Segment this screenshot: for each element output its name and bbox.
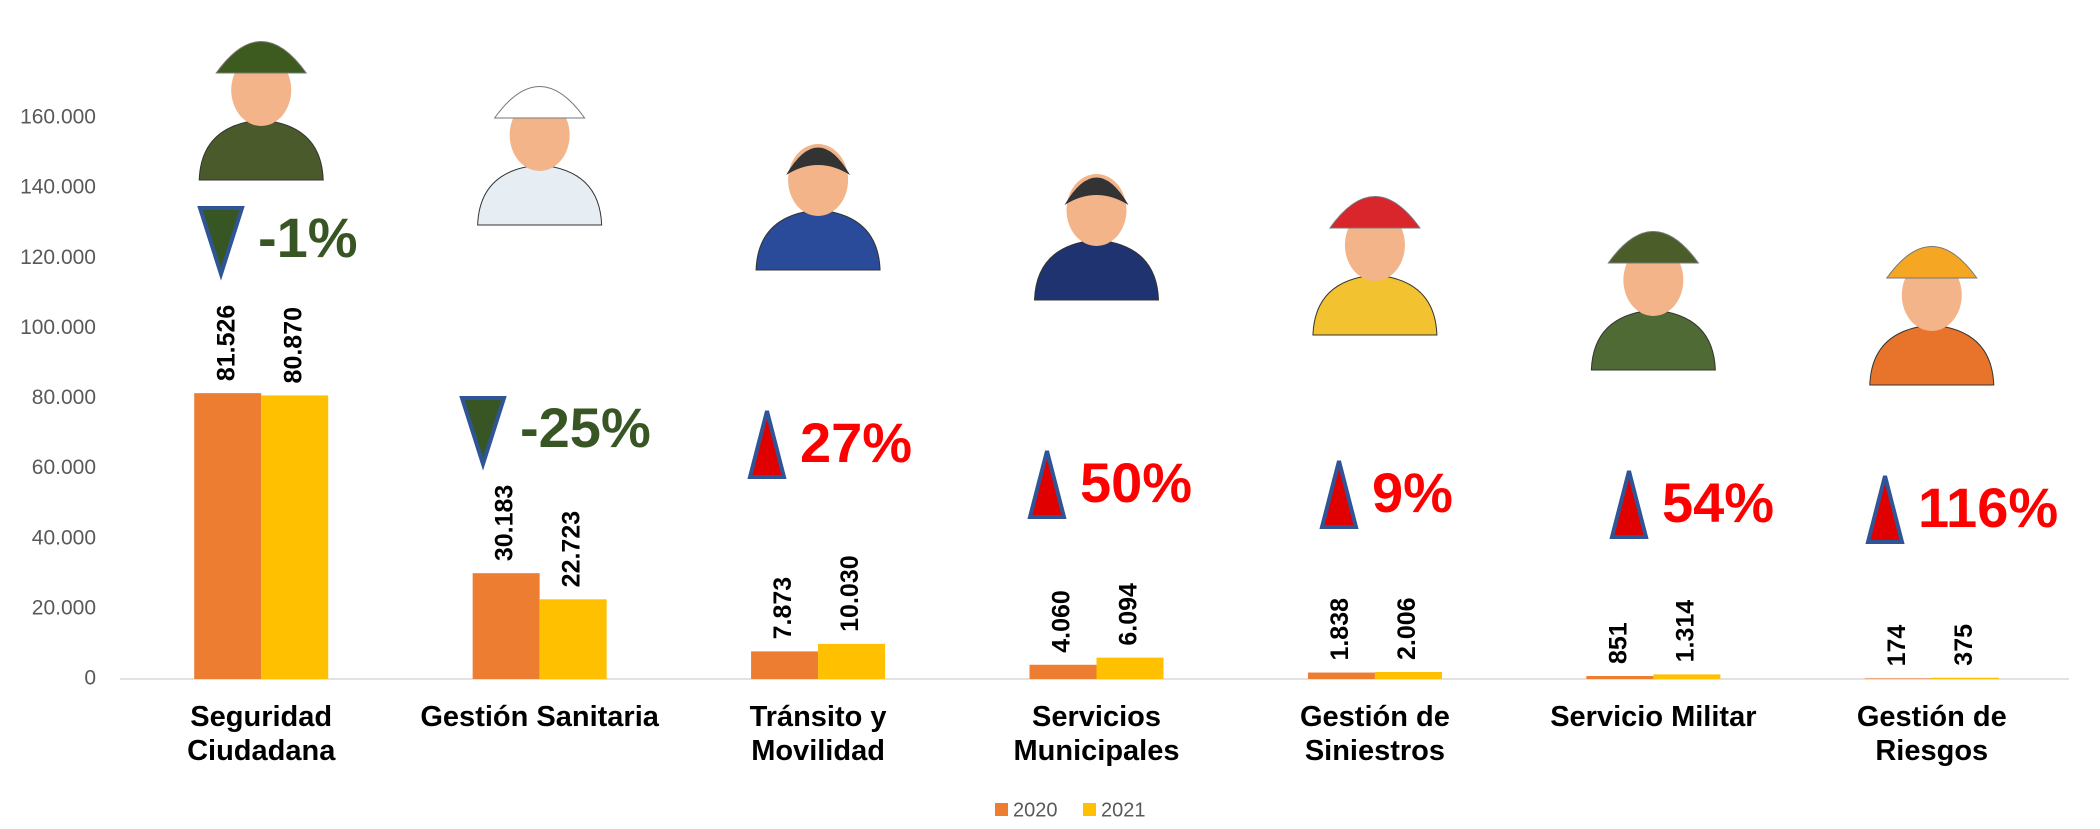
person-icon xyxy=(1313,197,1437,336)
value-label: 80.870 xyxy=(279,307,307,383)
percent-change: -1% xyxy=(258,206,358,269)
person-icon xyxy=(1870,247,1994,386)
icon-hat xyxy=(495,87,585,119)
person-icon xyxy=(199,42,323,181)
person-icon xyxy=(756,144,880,270)
value-label: 4.060 xyxy=(1048,590,1076,653)
percent-change: 116% xyxy=(1918,476,2058,539)
person-icon xyxy=(1591,232,1715,371)
bar xyxy=(1865,678,1932,679)
y-tick-label: 160.000 xyxy=(20,106,96,129)
icon-body xyxy=(478,165,602,225)
percent-change: 9% xyxy=(1372,461,1453,524)
value-label: 81.526 xyxy=(212,305,240,381)
trend-arrow xyxy=(1868,476,1902,542)
value-label: 30.183 xyxy=(491,485,519,561)
bar xyxy=(1030,665,1097,679)
x-tick-label: Servicio Militar xyxy=(1518,700,1788,734)
bar xyxy=(1097,658,1164,679)
icon-hat xyxy=(216,42,306,74)
value-label: 1.838 xyxy=(1326,598,1354,661)
percent-change: -25% xyxy=(520,396,651,459)
percent-change: 27% xyxy=(800,411,912,474)
bar xyxy=(473,573,540,679)
x-tick-label: Tránsito y Movilidad xyxy=(683,700,953,768)
x-tick-label: Gestión de Siniestros xyxy=(1240,700,1510,768)
bar xyxy=(1375,672,1442,679)
icon-body xyxy=(1591,310,1715,370)
value-label: 174 xyxy=(1883,625,1911,667)
x-tick-label: Gestión de Riesgos xyxy=(1797,700,2067,768)
value-label: 22.723 xyxy=(558,511,586,587)
value-label: 2.006 xyxy=(1393,597,1421,660)
x-tick-label: Servicios Municipales xyxy=(962,700,1232,768)
trend-arrow xyxy=(462,398,504,464)
person-icon xyxy=(1035,174,1159,300)
icon-body xyxy=(1313,275,1437,335)
y-tick-label: 40.000 xyxy=(32,526,96,549)
value-label: 6.094 xyxy=(1115,583,1143,646)
value-label: 1.314 xyxy=(1671,600,1699,663)
bar xyxy=(261,395,328,679)
icon-hat xyxy=(1887,247,1977,279)
icon-body xyxy=(1035,240,1159,300)
bar xyxy=(751,651,818,679)
trend-arrow xyxy=(1322,461,1356,527)
icon-body xyxy=(756,210,880,270)
y-tick-label: 100.000 xyxy=(20,316,96,339)
legend-label: 2021 xyxy=(1101,799,1146,821)
trend-arrow xyxy=(750,411,784,477)
legend-swatch xyxy=(1083,803,1096,816)
legend-label: 2020 xyxy=(1013,799,1058,821)
icon-body xyxy=(1870,325,1994,385)
x-tick-label: Gestión Sanitaria xyxy=(405,700,675,734)
legend-swatch xyxy=(995,803,1008,816)
trend-arrow xyxy=(200,208,242,274)
value-label: 375 xyxy=(1950,624,1978,666)
percent-change: 54% xyxy=(1662,471,1774,534)
percent-change: 50% xyxy=(1080,451,1192,514)
bar xyxy=(1586,676,1653,679)
trend-arrow xyxy=(1030,451,1064,517)
chart: 0 20.000 40.000 60.000 80.000 100.000 120.000 1… xyxy=(0,0,2100,829)
bar xyxy=(194,393,261,679)
bar xyxy=(1653,674,1720,679)
value-label: 10.030 xyxy=(836,555,864,631)
icon-body xyxy=(199,120,323,180)
bar xyxy=(818,644,885,679)
icon-hat xyxy=(1608,232,1698,264)
y-tick-label: 20.000 xyxy=(32,596,96,619)
y-tick-label: 60.000 xyxy=(32,456,96,479)
y-tick-label: 140.000 xyxy=(20,176,96,199)
bar xyxy=(540,599,607,679)
y-tick-label: 0 xyxy=(84,667,96,690)
bar xyxy=(1932,678,1999,679)
icon-hat xyxy=(1330,197,1420,229)
x-tick-label: Seguridad Ciudadana xyxy=(126,700,396,768)
trend-arrow xyxy=(1612,471,1646,537)
y-tick-label: 80.000 xyxy=(32,386,96,409)
y-tick-label: 120.000 xyxy=(20,246,96,269)
bar xyxy=(1308,673,1375,679)
person-icon xyxy=(478,87,602,226)
legend: 2020 2021 xyxy=(995,799,1146,821)
value-label: 851 xyxy=(1604,622,1632,664)
value-label: 7.873 xyxy=(769,577,797,640)
